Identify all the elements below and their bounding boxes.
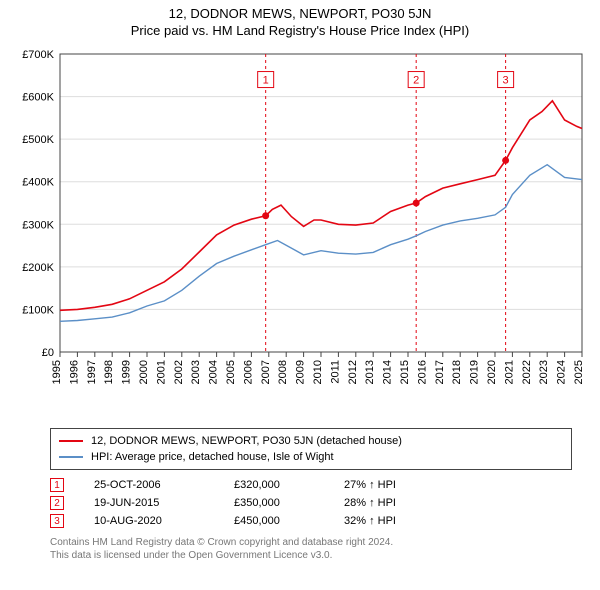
x-axis-label: 2007: [260, 360, 272, 384]
sale-marker-dot: [502, 157, 509, 164]
sale-hpi-diff: 32% ↑ HPI: [344, 515, 434, 527]
y-axis-label: £300K: [22, 219, 54, 231]
x-axis-label: 2008: [277, 360, 289, 384]
legend-row: 12, DODNOR MEWS, NEWPORT, PO30 5JN (deta…: [59, 433, 563, 449]
x-axis-label: 2016: [416, 360, 428, 384]
x-axis-label: 2022: [521, 360, 533, 384]
y-axis-label: £500K: [22, 134, 54, 146]
x-axis-label: 2005: [225, 360, 237, 384]
sale-price: £450,000: [234, 515, 314, 527]
x-axis-label: 2011: [329, 360, 341, 384]
legend-label: HPI: Average price, detached house, Isle…: [91, 449, 334, 465]
x-axis-label: 1997: [86, 360, 98, 384]
sale-row: 3 10-AUG-2020 £450,000 32% ↑ HPI: [50, 512, 572, 530]
x-axis-label: 2015: [399, 360, 411, 384]
x-axis-label: 2004: [208, 360, 220, 384]
legend-swatch: [59, 440, 83, 442]
chart-area: £0 £100K £200K £300K £400K £500K £600K £700K 199…: [10, 44, 590, 424]
chart-title-subtitle: Price paid vs. HM Land Registry's House …: [0, 23, 600, 38]
series-price_paid: [60, 101, 582, 310]
x-axis-label: 1995: [51, 360, 63, 384]
sale-marker-ref: 3: [50, 514, 64, 528]
sale-row: 1 25-OCT-2006 £320,000 27% ↑ HPI: [50, 476, 572, 494]
legend-row: HPI: Average price, detached house, Isle…: [59, 449, 563, 465]
sale-row: 2 19-JUN-2015 £350,000 28% ↑ HPI: [50, 494, 572, 512]
x-axis-label: 2002: [173, 360, 185, 384]
sale-marker-dot: [262, 212, 269, 219]
sale-price: £350,000: [234, 497, 314, 509]
x-axis-label: 1998: [103, 360, 115, 384]
sale-price: £320,000: [234, 479, 314, 491]
legend-label: 12, DODNOR MEWS, NEWPORT, PO30 5JN (deta…: [91, 433, 402, 449]
sale-marker-number: 3: [503, 75, 509, 87]
line-chart-svg: £0 £100K £200K £300K £400K £500K £600K £700K 199…: [10, 44, 590, 424]
sale-date: 10-AUG-2020: [94, 515, 204, 527]
x-axis-label: 2018: [451, 360, 463, 384]
attribution-line-2: This data is licensed under the Open Gov…: [50, 549, 572, 562]
chart-title-address: 12, DODNOR MEWS, NEWPORT, PO30 5JN: [0, 6, 600, 21]
attribution-line-1: Contains HM Land Registry data © Crown c…: [50, 536, 572, 549]
x-axis-label: 2001: [155, 360, 167, 384]
sale-marker-ref: 2: [50, 496, 64, 510]
sales-table: 1 25-OCT-2006 £320,000 27% ↑ HPI 2 19-JUN-201…: [50, 476, 572, 530]
sale-marker-number: 2: [413, 75, 419, 87]
series-hpi: [60, 165, 582, 322]
sale-date: 19-JUN-2015: [94, 497, 204, 509]
x-axis-label: 2009: [295, 360, 307, 384]
x-axis-label: 2006: [242, 360, 254, 384]
x-axis-label: 2017: [434, 360, 446, 384]
sale-marker-number: 1: [263, 75, 269, 87]
y-axis-label: £100K: [22, 304, 54, 316]
y-axis-label: £200K: [22, 262, 54, 274]
legend-swatch: [59, 456, 83, 458]
y-axis-label: £0: [42, 347, 54, 359]
x-axis-label: 2024: [556, 360, 568, 384]
x-axis-label: 2000: [138, 360, 150, 384]
y-axis-label: £700K: [22, 49, 54, 61]
sale-marker-dot: [413, 200, 420, 207]
x-axis-label: 2003: [190, 360, 202, 384]
x-axis-label: 2010: [312, 360, 324, 384]
y-axis-label: £400K: [22, 177, 54, 189]
x-axis-label: 2014: [382, 360, 394, 384]
x-axis-label: 1996: [68, 360, 80, 384]
sale-date: 25-OCT-2006: [94, 479, 204, 491]
y-axis-label: £600K: [22, 92, 54, 104]
x-axis-label: 2013: [364, 360, 376, 384]
x-axis-label: 2023: [538, 360, 550, 384]
sale-hpi-diff: 27% ↑ HPI: [344, 479, 434, 491]
sale-hpi-diff: 28% ↑ HPI: [344, 497, 434, 509]
x-axis-label: 2019: [469, 360, 481, 384]
attribution: Contains HM Land Registry data © Crown c…: [50, 536, 572, 562]
x-axis-label: 2025: [573, 360, 585, 384]
x-axis-label: 1999: [121, 360, 133, 384]
legend: 12, DODNOR MEWS, NEWPORT, PO30 5JN (deta…: [50, 428, 572, 470]
sale-marker-ref: 1: [50, 478, 64, 492]
x-axis-label: 2012: [347, 360, 359, 384]
x-axis-label: 2021: [503, 360, 515, 384]
x-axis-label: 2020: [486, 360, 498, 384]
